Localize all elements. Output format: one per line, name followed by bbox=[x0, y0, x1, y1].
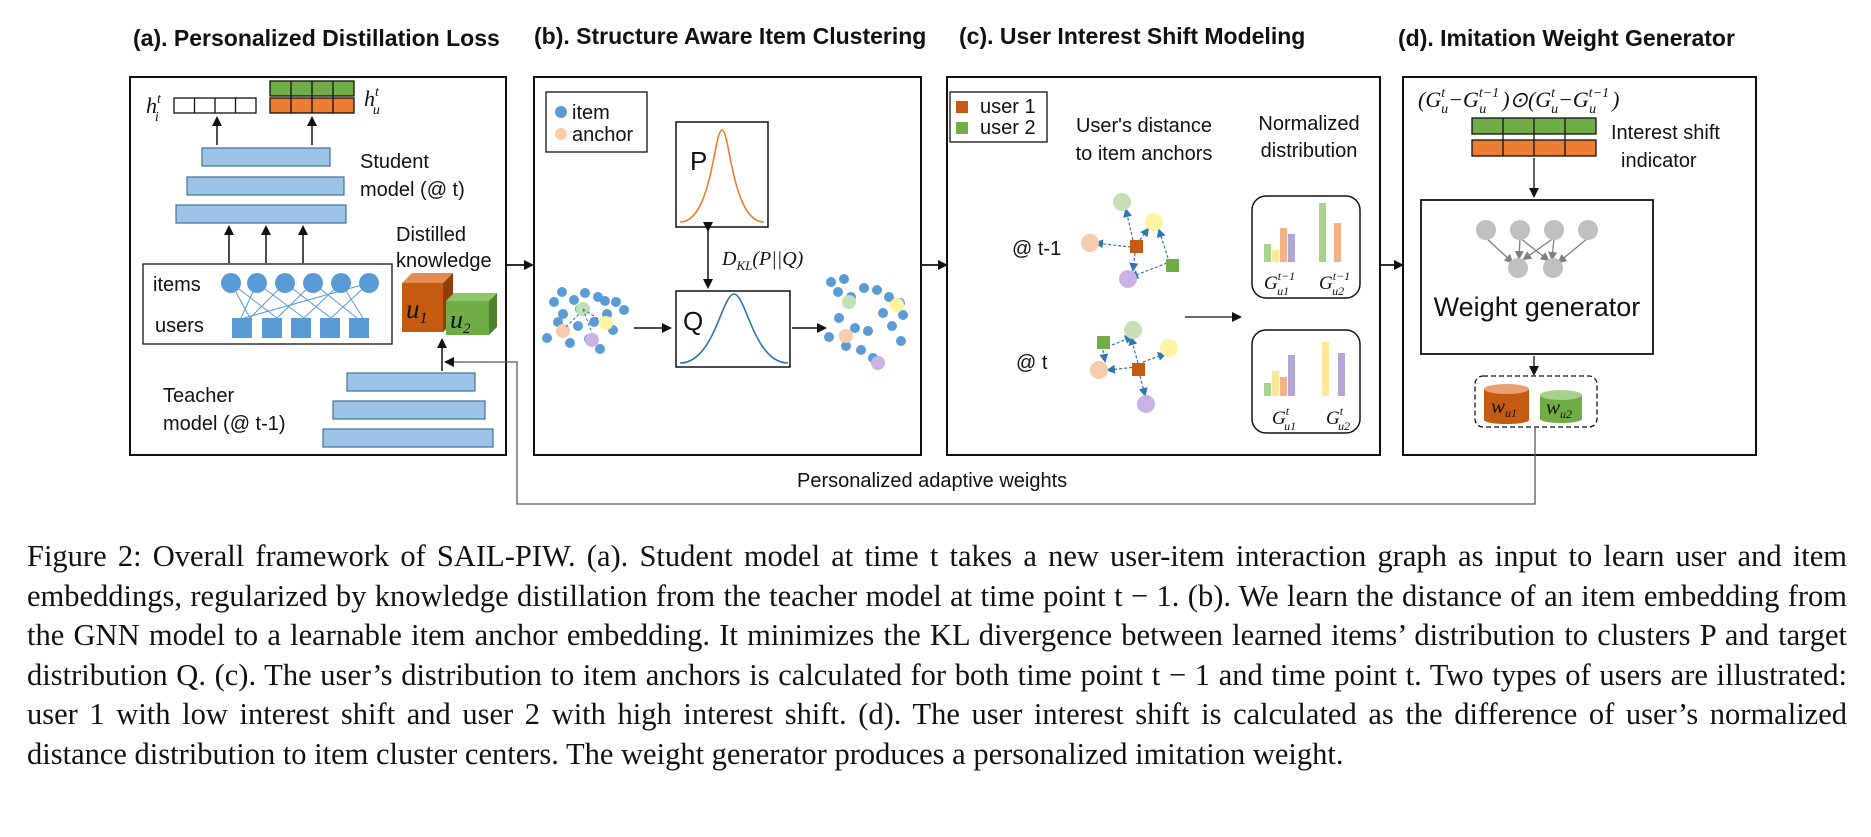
g-u1-prev: Gt−1 u1 bbox=[1264, 269, 1295, 298]
user-nodes bbox=[232, 318, 369, 338]
feedback-loop-arrow bbox=[444, 357, 1536, 505]
items-label: items bbox=[153, 274, 201, 296]
distribution-box-now bbox=[1251, 329, 1361, 434]
time-prev-label: @ t-1 bbox=[1012, 238, 1061, 260]
panel-b-title: (b). Structure Aware Item Clustering bbox=[534, 23, 926, 49]
distilled-label-2: knowledge bbox=[396, 250, 492, 272]
g-u2-prev: Gt−1 u2 bbox=[1319, 269, 1350, 298]
time-now-label: @ t bbox=[1016, 352, 1048, 374]
distance-label-1: User's distance bbox=[1076, 115, 1212, 137]
anchor-graph-now bbox=[1090, 321, 1178, 413]
weight-u2-cylinder: wu2 bbox=[1540, 390, 1582, 423]
user1-knowledge-cube: u1 bbox=[402, 273, 453, 332]
panel-d-title: (d). Imitation Weight Generator bbox=[1398, 25, 1735, 51]
panel-b-legend bbox=[545, 91, 648, 153]
p-distribution-box bbox=[675, 121, 769, 228]
svg-text:u1: u1 bbox=[406, 294, 428, 327]
teacher-layer-1 bbox=[322, 428, 494, 448]
teacher-label-2: model (@ t-1) bbox=[163, 413, 286, 435]
shift-formula: (Gt u−Gt−1 u)⊙(Gt u−Gt−1 u) bbox=[1418, 86, 1619, 117]
bars-user2-prev bbox=[1319, 203, 1341, 262]
student-label-2: model (@ t) bbox=[360, 179, 465, 201]
panel-c-frame bbox=[946, 76, 1381, 456]
output-item-cluster bbox=[824, 274, 908, 370]
g-u1-now: Gt u1 bbox=[1272, 404, 1296, 433]
panel-a-frame bbox=[129, 76, 507, 456]
q-distribution-curve bbox=[679, 293, 789, 364]
user-embedding-vectors bbox=[269, 80, 355, 114]
feedback-label: Personalized adaptive weights bbox=[797, 470, 1067, 492]
legend-anchor-dot bbox=[555, 128, 567, 140]
legend-user2-label: user 2 bbox=[980, 117, 1036, 139]
svg-text:wu2: wu2 bbox=[1546, 395, 1572, 421]
panel-b: (b). Structure Aware Item Clustering ite… bbox=[533, 23, 926, 456]
weight-generator-box bbox=[1420, 199, 1654, 355]
student-layer-3 bbox=[201, 147, 331, 167]
panel-b-frame bbox=[533, 76, 922, 456]
svg-text:wu1: wu1 bbox=[1491, 394, 1517, 420]
shift-indicator-vectors bbox=[1471, 117, 1597, 157]
teacher-label-1: Teacher bbox=[163, 385, 234, 407]
panel-d: (d). Imitation Weight Generator (Gt u−Gt−… bbox=[1398, 25, 1757, 456]
user2-knowledge-cube: u2 bbox=[446, 293, 497, 337]
bars-user1-now bbox=[1264, 355, 1295, 396]
p-distribution-curve bbox=[679, 129, 765, 223]
weight-u1-cylinder: wu1 bbox=[1484, 384, 1529, 424]
normalized-label-2: distribution bbox=[1261, 140, 1358, 162]
legend-item-dot bbox=[555, 106, 567, 118]
student-layer-1 bbox=[175, 204, 347, 224]
bars-user1-prev bbox=[1264, 228, 1295, 262]
shift-indicator-label-2: indicator bbox=[1621, 150, 1697, 172]
figure-caption: Figure 2: Overall framework of SAIL-PIW.… bbox=[27, 539, 1847, 771]
normalized-label-1: Normalized bbox=[1258, 113, 1359, 135]
panel-c-title: (c). User Interest Shift Modeling bbox=[959, 23, 1305, 49]
item-embedding-vector bbox=[173, 97, 257, 114]
kl-divergence: DKL(P||Q) bbox=[721, 248, 804, 273]
item-nodes bbox=[221, 273, 379, 293]
teacher-layer-2 bbox=[332, 400, 486, 420]
anchor-graph-prev bbox=[1081, 193, 1179, 288]
legend-user1-swatch bbox=[956, 101, 968, 113]
legend-anchor-label: anchor bbox=[572, 124, 633, 146]
q-distribution-box bbox=[675, 290, 791, 368]
distribution-box-prev bbox=[1251, 195, 1361, 299]
student-layer-2 bbox=[186, 176, 345, 196]
users-label: users bbox=[155, 315, 204, 337]
generator-network bbox=[1476, 220, 1598, 278]
teacher-layer-3 bbox=[346, 372, 476, 392]
bars-user2-now bbox=[1322, 342, 1345, 396]
legend-user2-swatch bbox=[956, 122, 968, 134]
weight-generator-label: Weight generator bbox=[1434, 292, 1641, 322]
q-label: Q bbox=[683, 306, 703, 336]
input-item-cluster bbox=[542, 287, 629, 354]
distance-label-2: to item anchors bbox=[1076, 143, 1213, 165]
distilled-label-1: Distilled bbox=[396, 224, 466, 246]
panel-d-frame bbox=[1402, 76, 1757, 456]
svg-text:u2: u2 bbox=[450, 305, 471, 337]
shift-indicator-label-1: Interest shift bbox=[1611, 122, 1720, 144]
h-item-symbol: ht i bbox=[146, 92, 162, 125]
panel-c: (c). User Interest Shift Modeling user 1… bbox=[946, 23, 1381, 456]
p-label: P bbox=[690, 146, 707, 176]
panel-a-title: (a). Personalized Distillation Loss bbox=[133, 25, 500, 51]
student-label-1: Student bbox=[360, 151, 429, 173]
g-u2-now: Gt u2 bbox=[1326, 404, 1350, 433]
h-user-symbol: ht u bbox=[364, 85, 380, 118]
panel-a: (a). Personalized Distillation Loss ht i … bbox=[129, 25, 507, 456]
legend-user1-label: user 1 bbox=[980, 96, 1036, 118]
legend-item-label: item bbox=[572, 102, 610, 124]
